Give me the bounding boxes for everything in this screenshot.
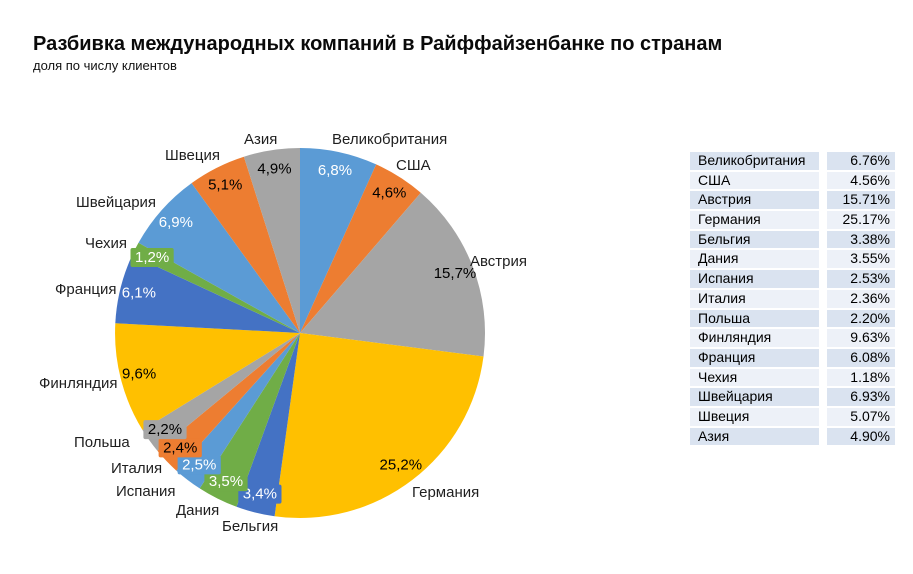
value-cell: 4.90%	[827, 427, 895, 446]
pie-slice	[138, 183, 300, 333]
pie-slice	[300, 164, 421, 333]
value-cell: 2.20%	[827, 309, 895, 328]
slice-category-label: Италия	[111, 460, 162, 477]
country-cell: Австрия	[690, 191, 819, 210]
slice-percent-label: 6,8%	[318, 162, 352, 179]
slice-category-label: Дания	[176, 502, 219, 519]
slice-category-labels: Великобритания США Австрия Германия БельгияД…	[39, 131, 527, 535]
country-cell: Чехия	[690, 368, 819, 387]
slice-category-label: Швейцария	[76, 194, 156, 211]
slice-percent-labels: 6,8% 4,6% 15,7% 25,2% 3,4%3,5%2,5%2,4%2,2% 9,…	[122, 161, 476, 504]
country-cell: Испания	[690, 270, 819, 288]
pie-slice	[243, 148, 300, 333]
slice-percent-label: 3,4%	[243, 486, 277, 503]
value-cell: 1.18%	[827, 368, 895, 387]
slice-category-label: Испания	[116, 483, 176, 500]
slice-percent-label: 5,1%	[208, 176, 242, 193]
slice-label-chip	[177, 455, 221, 475]
slice-category-label: Франция	[55, 281, 116, 298]
pie-slice	[274, 333, 484, 518]
slice-category-label: Азия	[244, 131, 277, 148]
value-cell: 6.93%	[827, 388, 895, 406]
value-cell: 3.38%	[827, 230, 895, 249]
value-cell: 6.76%	[827, 152, 895, 170]
slice-percent-label: 2,4%	[163, 439, 197, 456]
slice-percent-label: 4,6%	[372, 185, 406, 202]
country-cell: Бельгия	[690, 230, 819, 249]
slice-category-label: Чехия	[85, 235, 127, 252]
slice-category-label: Бельгия	[222, 518, 278, 535]
pie-slices	[115, 147, 486, 518]
slice-percent-label: 2,5%	[182, 456, 216, 473]
pie-slice	[157, 333, 300, 471]
slice-category-label: Австрия	[470, 253, 527, 270]
country-cell: Дания	[690, 250, 819, 269]
slice-label-chip	[204, 472, 248, 492]
pie-slice	[176, 333, 300, 489]
country-cell: США	[690, 171, 819, 190]
slice-percent-label: 1,2%	[135, 249, 169, 266]
pie-slice	[191, 156, 300, 333]
slice-percent-label: 9,6%	[122, 366, 156, 383]
value-cell: 4.56%	[827, 171, 895, 190]
slice-label-chip	[238, 484, 282, 504]
slice-category-label: Финляндия	[39, 375, 117, 392]
pie-slice	[300, 147, 377, 333]
slice-category-label: США	[396, 157, 431, 174]
value-cell: 15.71%	[827, 191, 895, 210]
slice-label-chip	[158, 438, 202, 458]
slice-percent-label: 3,5%	[209, 473, 243, 490]
pie-slice	[236, 333, 300, 517]
value-cell: 6.08%	[827, 348, 895, 367]
country-cell: Азия	[690, 427, 819, 446]
country-cell: Швейцария	[690, 388, 819, 406]
page-title: Разбивка международных компаний в Райффа…	[33, 33, 723, 55]
value-cell: 5.07%	[827, 407, 895, 426]
value-cell: 3.55%	[827, 250, 895, 269]
pie-slice	[132, 242, 300, 333]
country-cell: Франция	[690, 348, 819, 367]
country-share-table: Великобритания 6.76% США 4.56% Австрия 15.71%…	[690, 152, 895, 446]
country-cell: Германия	[690, 211, 819, 229]
slice-category-label: Швеция	[165, 147, 220, 164]
country-cell: Швеция	[690, 407, 819, 426]
slice-percent-label: 2,2%	[148, 421, 182, 438]
page-subtitle: доля по числу клиентов	[33, 58, 177, 73]
slice-label-chip	[130, 248, 174, 267]
pie-chart: 6,8% 4,6% 15,7% 25,2% 3,4%3,5%2,5%2,4%2,2% 9,…	[39, 131, 527, 535]
pie-slice	[115, 323, 300, 430]
country-cell: Великобритания	[690, 152, 819, 170]
country-cell: Италия	[690, 289, 819, 308]
country-cell: Финляндия	[690, 329, 819, 347]
slice-percent-label: 6,1%	[122, 284, 156, 301]
value-cell: 25.17%	[827, 211, 895, 229]
pie-slice	[199, 333, 300, 507]
slice-category-label: Германия	[412, 484, 479, 501]
value-cell: 2.36%	[827, 289, 895, 308]
country-cell: Польша	[690, 309, 819, 328]
slice-percent-label: 6,9%	[159, 214, 193, 231]
slice-category-label: Польша	[74, 434, 130, 451]
slice-label-chip	[143, 420, 187, 440]
value-cell: 2.53%	[827, 270, 895, 288]
slice-percent-label: 4,9%	[257, 161, 291, 178]
slice-percent-label: 15,7%	[434, 265, 477, 282]
slice-category-label: Великобритания	[332, 131, 447, 148]
pie-slice	[115, 255, 300, 333]
pie-slice	[300, 192, 486, 357]
slice-percent-label: 25,2%	[380, 456, 423, 473]
value-cell: 9.63%	[827, 329, 895, 347]
